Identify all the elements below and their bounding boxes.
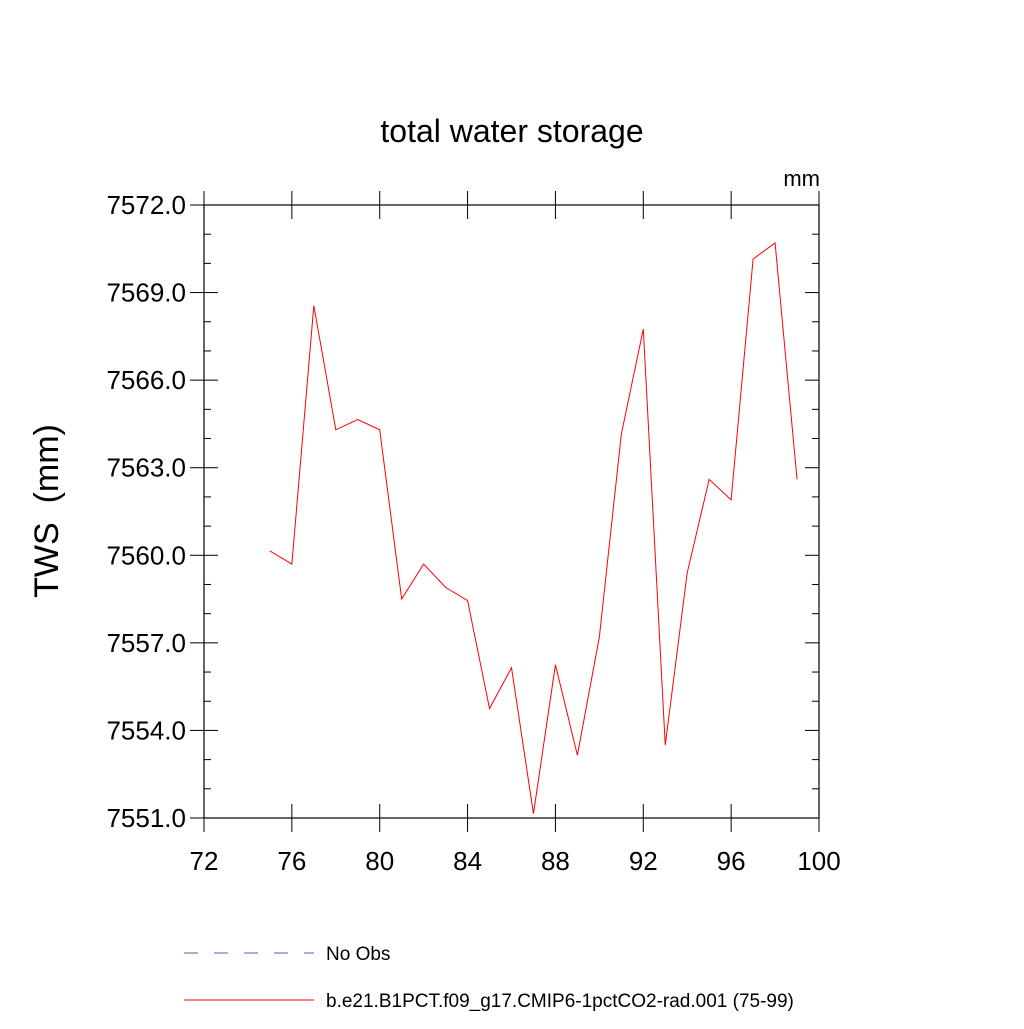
y-tick-label: 7557.0 <box>106 628 186 658</box>
series-line-1 <box>269 242 798 814</box>
x-tick-label: 100 <box>797 846 840 876</box>
x-tick-label: 76 <box>277 846 306 876</box>
x-tick-label: 72 <box>190 846 219 876</box>
legend-label-0: No Obs <box>326 944 390 965</box>
x-tick-label: 92 <box>629 846 658 876</box>
y-tick-label: 7560.0 <box>106 540 186 570</box>
y-tick-label: 7572.0 <box>106 190 186 220</box>
legend-label-1: b.e21.B1PCT.f09_g17.CMIP6-1pctCO2-rad.00… <box>326 991 794 1012</box>
y-tick-label: 7566.0 <box>106 365 186 395</box>
y-tick-label: 7563.0 <box>106 453 186 483</box>
series-layer <box>269 242 798 814</box>
x-axis-ticks: 72 76 80 84 88 92 96 100 <box>190 191 841 876</box>
x-tick-label: 80 <box>365 846 394 876</box>
x-tick-label: 84 <box>453 846 482 876</box>
units-label: mm <box>783 166 820 191</box>
x-tick-label: 96 <box>717 846 746 876</box>
y-axis-label: TWS (mm) <box>28 424 66 598</box>
x-tick-label: 88 <box>541 846 570 876</box>
plot-frame <box>203 204 820 819</box>
legend: No Obs b.e21.B1PCT.f09_g17.CMIP6-1pctCO2-… <box>184 944 794 1012</box>
y-tick-label: 7569.0 <box>106 278 186 308</box>
y-axis-ticks: 7551.0 7554.0 7557.0 7560.0 7563.0 7566.0 7569… <box>106 190 819 833</box>
y-tick-label: 7551.0 <box>106 803 186 833</box>
chart-title: total water storage <box>380 113 643 149</box>
y-tick-label: 7554.0 <box>106 715 186 745</box>
